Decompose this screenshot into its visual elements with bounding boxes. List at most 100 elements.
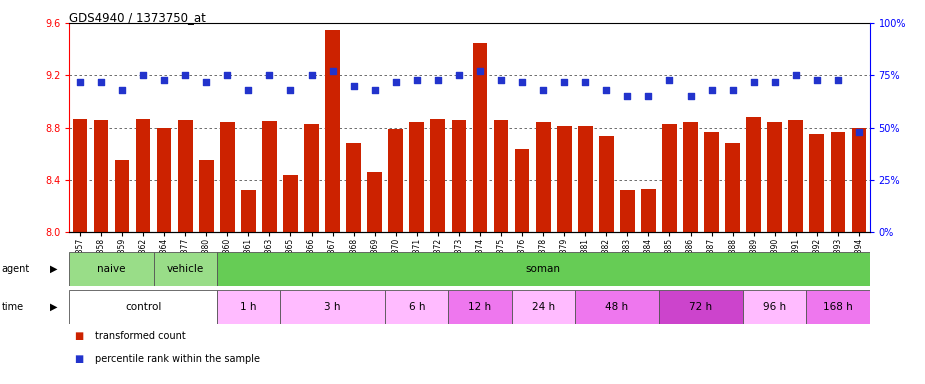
Bar [743, 290, 807, 324]
Bar [326, 30, 340, 232]
Point [326, 68, 340, 74]
Bar [449, 290, 512, 324]
Bar [659, 290, 743, 324]
Point [768, 79, 783, 85]
Text: GDS4940 / 1373750_at: GDS4940 / 1373750_at [69, 11, 206, 24]
Text: soman: soman [525, 264, 561, 274]
Point [430, 76, 445, 83]
Bar [199, 161, 214, 232]
Bar [451, 120, 466, 232]
Text: 96 h: 96 h [763, 302, 786, 312]
Bar [725, 143, 740, 232]
Point [620, 93, 635, 99]
Point [451, 72, 466, 78]
Bar [216, 252, 870, 286]
Bar [574, 290, 659, 324]
Bar [557, 126, 572, 232]
Text: 168 h: 168 h [823, 302, 853, 312]
Point [199, 79, 214, 85]
Bar [262, 121, 277, 232]
Text: agent: agent [2, 264, 31, 274]
Point [283, 87, 298, 93]
Bar [494, 120, 509, 232]
Point [410, 76, 425, 83]
Text: 1 h: 1 h [240, 302, 256, 312]
Text: vehicle: vehicle [166, 264, 204, 274]
Point [704, 87, 719, 93]
Bar [280, 290, 385, 324]
Bar [115, 161, 130, 232]
Bar [684, 122, 697, 232]
Point [788, 72, 803, 78]
Point [662, 76, 677, 83]
Point [557, 79, 572, 85]
Point [388, 79, 403, 85]
Text: 24 h: 24 h [532, 302, 555, 312]
Bar [512, 290, 574, 324]
Point [494, 76, 509, 83]
Bar [388, 129, 403, 232]
Bar [216, 290, 280, 324]
Text: 48 h: 48 h [605, 302, 628, 312]
Bar [304, 124, 319, 232]
Text: transformed count: transformed count [95, 331, 186, 341]
Point [156, 76, 171, 83]
Text: ■: ■ [74, 354, 83, 364]
Bar [598, 136, 613, 232]
Point [304, 72, 319, 78]
Point [641, 93, 656, 99]
Point [578, 79, 593, 85]
Bar [410, 122, 425, 232]
Bar [136, 119, 151, 232]
Point [809, 76, 824, 83]
Bar [852, 127, 867, 232]
Point [725, 87, 740, 93]
Bar [367, 172, 382, 232]
Point [220, 72, 235, 78]
Bar [241, 190, 255, 232]
Text: ▶: ▶ [50, 302, 57, 312]
Point [367, 87, 382, 93]
Point [473, 68, 487, 74]
Bar [156, 127, 171, 232]
Bar [831, 132, 845, 232]
Text: control: control [125, 302, 161, 312]
Point [72, 79, 87, 85]
Bar [93, 120, 108, 232]
Point [240, 87, 255, 93]
Bar [69, 290, 216, 324]
Point [346, 83, 361, 89]
Text: ■: ■ [74, 331, 83, 341]
Text: 6 h: 6 h [409, 302, 426, 312]
Text: 72 h: 72 h [689, 302, 712, 312]
Bar [220, 122, 235, 232]
Text: time: time [2, 302, 24, 312]
Bar [807, 290, 870, 324]
Point [262, 72, 277, 78]
Point [852, 129, 867, 135]
Bar [473, 43, 487, 232]
Bar [809, 134, 824, 232]
Point [93, 79, 108, 85]
Bar [704, 132, 719, 232]
Point [115, 87, 130, 93]
Bar [662, 124, 677, 232]
Text: 12 h: 12 h [468, 302, 491, 312]
Bar [514, 149, 529, 232]
Bar [69, 252, 154, 286]
Text: percentile rank within the sample: percentile rank within the sample [95, 354, 260, 364]
Bar [385, 290, 449, 324]
Point [136, 72, 151, 78]
Point [178, 72, 192, 78]
Point [831, 76, 845, 83]
Point [746, 79, 761, 85]
Bar [641, 189, 656, 232]
Bar [283, 175, 298, 232]
Bar [72, 119, 87, 232]
Bar [620, 190, 635, 232]
Text: naive: naive [97, 264, 126, 274]
Bar [578, 126, 593, 232]
Bar [788, 120, 803, 232]
Bar [746, 117, 761, 232]
Bar [178, 120, 192, 232]
